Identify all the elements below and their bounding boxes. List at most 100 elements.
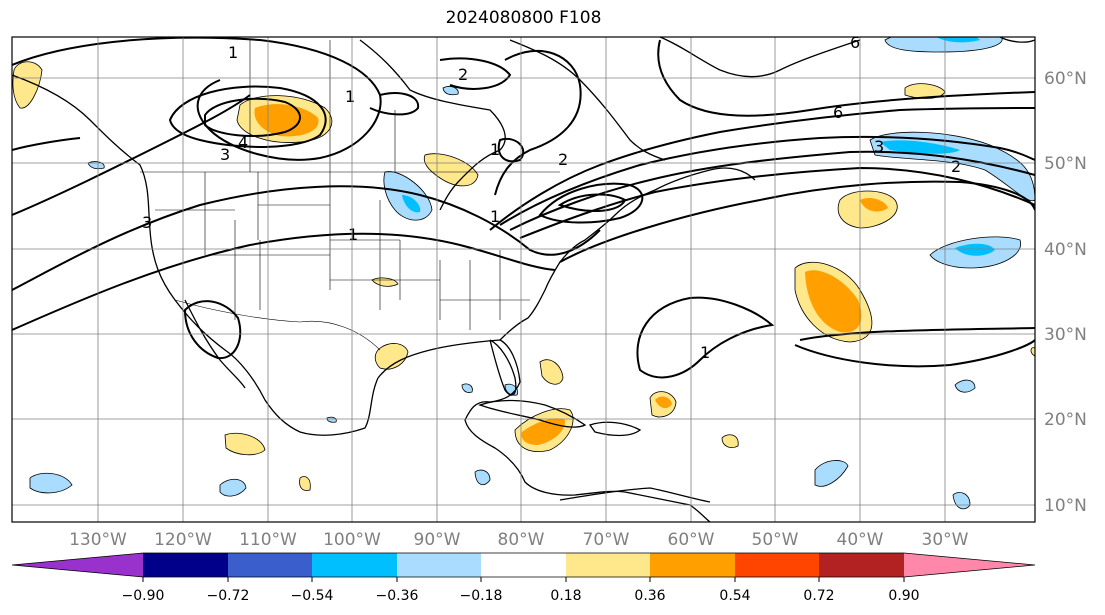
lat-label: 60°N <box>1044 69 1087 89</box>
contour-label: 2 <box>558 150 568 169</box>
contour-line <box>636 296 775 379</box>
contour-label: 1 <box>228 43 238 62</box>
anomaly-positive <box>721 434 739 448</box>
anomaly-positive <box>1030 347 1035 357</box>
lon-label: 120°W <box>154 530 212 550</box>
coastline-hispaniola <box>588 421 642 437</box>
lat-label: 30°N <box>1044 325 1087 345</box>
map-frame <box>11 36 1036 523</box>
lon-label: 100°W <box>323 530 381 550</box>
geopotential-contours <box>12 37 1035 379</box>
anomaly-positive <box>837 190 898 229</box>
anomaly-negative <box>461 383 473 393</box>
coastline-hudson <box>359 39 506 211</box>
contour-line <box>12 94 251 216</box>
graticule <box>12 37 1035 522</box>
coastline-iceland <box>999 37 1035 43</box>
contour-line <box>799 327 1035 341</box>
contour-line <box>439 57 512 90</box>
anomaly-negative <box>814 460 849 487</box>
colorbar-segment <box>650 553 735 577</box>
contour-line <box>168 85 327 148</box>
colorbar-segment <box>143 553 228 577</box>
colorbar-tick-label: 0.18 <box>550 588 581 604</box>
colorbar-tick-label: 0.90 <box>888 588 919 604</box>
contour-line <box>489 107 1035 231</box>
contour-label: 4 <box>238 133 248 152</box>
colorbar-segment <box>566 553 650 577</box>
shaded-anomalies <box>12 37 1035 510</box>
anomaly-negative <box>87 161 105 170</box>
contour-line <box>183 300 242 360</box>
anomaly-negative <box>884 37 1003 53</box>
colorbar-tick-labels: −0.90 −0.72 −0.54 −0.36 −0.18 0.18 0.36 … <box>122 588 920 604</box>
anomaly-negative <box>880 140 960 154</box>
contour-line <box>369 92 420 116</box>
coastline-florida <box>489 339 517 396</box>
contour-label: 1 <box>490 207 500 226</box>
contour-line <box>657 39 1035 117</box>
lon-label: 90°W <box>414 530 461 550</box>
colorbar-tick-label: 0.36 <box>634 588 665 604</box>
anomaly-negative <box>474 469 491 486</box>
contour-line <box>204 97 301 137</box>
contour-label: 1 <box>348 225 358 244</box>
coastline-baja <box>184 299 246 389</box>
anomaly-negative <box>954 379 976 393</box>
anomaly-positive <box>254 104 319 137</box>
coastline-east <box>499 167 756 341</box>
contour-label: 3 <box>220 145 230 164</box>
contour-line <box>12 232 556 331</box>
anomaly-positive <box>12 61 43 109</box>
lon-label: 40°W <box>837 530 884 550</box>
colorbar-tick-label: −0.18 <box>460 588 503 604</box>
anomaly-positive <box>371 277 399 287</box>
anomaly-positive <box>860 197 888 212</box>
colorbar-segment <box>12 553 143 577</box>
contour-label: 3 <box>142 213 152 232</box>
contour-label: 1 <box>490 140 500 159</box>
contour-label: 1 <box>700 343 710 362</box>
lon-label: 80°W <box>498 530 545 550</box>
contour-labels: 1 4 3 3 1 1 2 1 2 6 3 2 1 1 6 <box>142 33 961 362</box>
anomaly-negative <box>952 492 971 510</box>
coastline-greenland <box>659 37 861 78</box>
colorbar <box>11 552 1036 582</box>
lon-label: 70°W <box>583 530 630 550</box>
contour-line <box>557 193 627 212</box>
anomaly-positive <box>521 418 566 445</box>
lon-label: 30°W <box>922 530 969 550</box>
contour-label: 6 <box>850 33 860 52</box>
anomaly-negative <box>326 416 337 423</box>
contour-label: 6 <box>833 103 843 122</box>
anomaly-negative <box>955 243 995 256</box>
colorbar-tick-label: 0.54 <box>719 588 750 604</box>
contour-line <box>497 137 525 163</box>
lon-label: 60°W <box>668 530 715 550</box>
lat-label: 50°N <box>1044 154 1087 174</box>
coastline-south-america <box>559 487 711 503</box>
contour-line <box>559 180 1035 263</box>
anomaly-negative <box>442 86 459 96</box>
anomaly-positive <box>299 476 311 491</box>
political-borders <box>140 40 560 351</box>
contour-line <box>12 137 81 151</box>
lat-label: 20°N <box>1044 410 1087 430</box>
anomaly-negative <box>219 478 247 497</box>
anomaly-positive <box>224 432 266 456</box>
contour-line <box>494 50 582 196</box>
contour-line <box>794 339 1035 368</box>
coastline-cuba <box>478 399 587 428</box>
contour-label: 3 <box>874 137 884 156</box>
contour-label: 1 <box>345 87 355 106</box>
anomaly-positive <box>423 153 479 187</box>
anomaly-negative <box>936 37 980 43</box>
colorbar-tick-label: −0.72 <box>207 588 250 604</box>
colorbar-tick-label: −0.36 <box>376 588 419 604</box>
anomaly-positive <box>805 270 862 333</box>
lat-label: 40°N <box>1044 240 1087 260</box>
contour-label: 2 <box>458 65 468 84</box>
coastline-north-america-west <box>12 74 379 436</box>
contour-line <box>509 150 1035 231</box>
